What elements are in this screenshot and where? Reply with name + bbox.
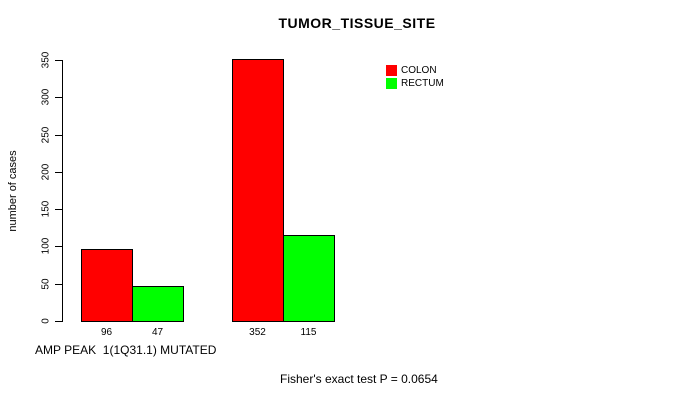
fisher-test-result: Fisher's exact test P = 0.0654 <box>280 372 438 386</box>
bar-value-label: 47 <box>151 327 164 338</box>
y-axis-tick <box>55 321 62 322</box>
bar-colon-group2 <box>232 59 284 322</box>
x-axis-annotation: AMP PEAK 1(1Q31.1) MUTATED <box>35 343 217 357</box>
bar-rectum-group2 <box>283 235 335 322</box>
legend-swatch-colon <box>386 65 397 76</box>
y-axis-tick <box>55 97 62 99</box>
legend-item-colon: COLON <box>386 64 444 77</box>
chart-title: TUMOR_TISSUE_SITE <box>278 15 436 31</box>
y-axis-tick <box>55 209 62 211</box>
legend-label: RECTUM <box>401 78 444 89</box>
y-axis-tick <box>55 246 62 248</box>
bar-rectum-group1 <box>132 286 184 322</box>
y-axis-tick-label: 300 <box>40 88 52 106</box>
y-axis-title: number of cases <box>7 150 19 232</box>
legend-swatch-rectum <box>386 78 397 89</box>
y-axis-tick-label: 50 <box>40 278 52 290</box>
y-axis-tick <box>55 283 62 285</box>
y-axis-line <box>62 60 63 322</box>
bar-value-label: 96 <box>100 327 113 338</box>
bar-value-label: 352 <box>249 327 266 338</box>
y-axis-tick <box>55 60 62 61</box>
y-axis-tick-label: 0 <box>40 318 52 324</box>
y-axis-tick-label: 150 <box>40 200 52 218</box>
legend-item-rectum: RECTUM <box>386 77 444 90</box>
bar-colon-group1 <box>81 249 133 322</box>
y-axis-tick <box>55 134 62 136</box>
y-axis-tick-label: 200 <box>40 163 52 181</box>
y-axis-tick-label: 250 <box>40 126 52 143</box>
y-axis-tick-label: 100 <box>40 238 52 255</box>
bar-value-label: 115 <box>300 327 317 338</box>
y-axis-tick <box>55 171 62 173</box>
y-axis-tick-label: 350 <box>40 51 52 69</box>
legend: COLON RECTUM <box>386 64 444 90</box>
legend-label: COLON <box>401 65 437 76</box>
